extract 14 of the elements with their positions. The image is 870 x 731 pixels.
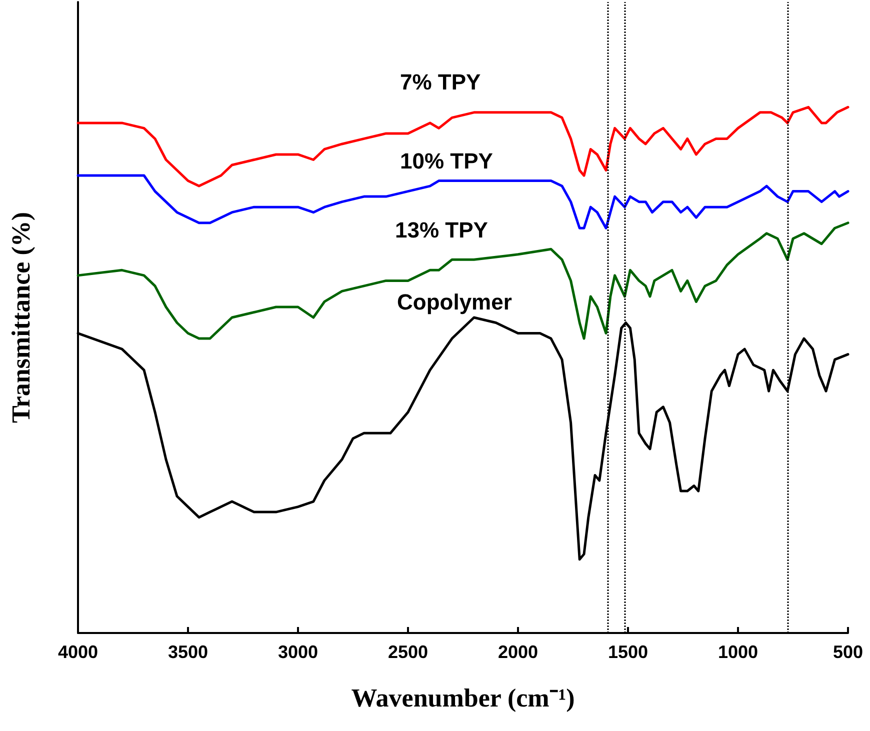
y-axis-title: Transmittance (%) [6,212,36,424]
x-tick-label: 3000 [278,642,318,662]
x-tick-label: 4000 [58,642,98,662]
series-label: Copolymer [397,290,512,314]
series-label: 7% TPY [400,70,482,94]
x-tick-label: 2500 [388,642,428,662]
x-tick-label: 1000 [718,642,758,662]
series-label: 10% TPY [400,148,494,174]
x-tick-label: 500 [832,642,864,662]
x-tick-label: 3500 [168,642,208,662]
series-label: 13% TPY [395,218,488,242]
x-tick-label: 1500 [608,642,648,662]
x-axis-title: Wavenumber (cm⁻¹) [351,684,575,712]
x-tick-label: 2000 [498,642,538,662]
